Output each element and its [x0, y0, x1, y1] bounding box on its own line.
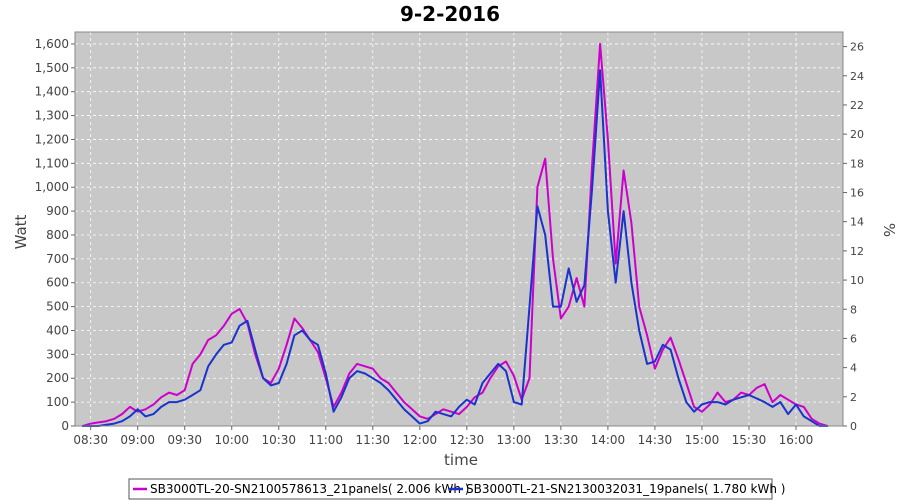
- y2-tick-label: 14: [850, 216, 864, 229]
- y2-tick-label: 24: [850, 70, 864, 83]
- y-tick-label: 0: [61, 419, 69, 433]
- legend-label-2: SB3000TL-21-SN2130032031_19panels( 1.780…: [466, 482, 785, 496]
- y2-tick-label: 22: [850, 99, 864, 112]
- x-tick-label: 16:00: [779, 433, 814, 447]
- y-tick-label: 1,000: [35, 180, 69, 194]
- x-tick-label: 09:00: [120, 433, 155, 447]
- x-tick-label: 14:30: [638, 433, 673, 447]
- x-tick-label: 12:00: [403, 433, 438, 447]
- series-line-2: [81, 69, 829, 427]
- y-axis-label: Watt: [12, 214, 30, 249]
- x-tick-label: 15:00: [685, 433, 720, 447]
- legend: SB3000TL-20-SN2100578613_21panels( 2.006…: [128, 478, 785, 500]
- x-tick-label: 15:30: [732, 433, 767, 447]
- y-tick-label: 900: [46, 204, 69, 218]
- y-tick-label: 600: [46, 276, 69, 290]
- x-tick-label: 09:30: [167, 433, 202, 447]
- y2-axis-label: %: [880, 223, 898, 237]
- plot-background: [75, 32, 843, 426]
- y2-tick-label: 12: [850, 245, 864, 258]
- x-tick-label: 11:00: [308, 433, 343, 447]
- y2-tick-label: 2: [850, 391, 857, 404]
- x-tick-label: 12:30: [450, 433, 485, 447]
- y-tick-label: 300: [46, 347, 69, 361]
- y-tick-label: 1,100: [35, 156, 69, 170]
- y2-tick-label: 20: [850, 128, 864, 141]
- x-tick-label: 10:00: [214, 433, 249, 447]
- legend-label-1: SB3000TL-20-SN2100578613_21panels( 2.006…: [150, 482, 469, 496]
- y2-tick-label: 4: [850, 362, 857, 375]
- y2-tick-label: 16: [850, 187, 864, 200]
- x-axis-label: time: [444, 451, 478, 469]
- y2-tick-label: 26: [850, 41, 864, 54]
- x-tick-label: 13:30: [544, 433, 579, 447]
- x-tick-label: 13:00: [497, 433, 532, 447]
- y2-tick-label: 8: [850, 303, 857, 316]
- y-tick-label: 1,400: [35, 85, 69, 99]
- y2-tick-label: 6: [850, 332, 857, 345]
- y2-tick-label: 10: [850, 274, 864, 287]
- y-tick-label: 1,200: [35, 132, 69, 146]
- x-tick-label: 10:30: [261, 433, 296, 447]
- y2-tick-label: 18: [850, 157, 864, 170]
- y-tick-label: 200: [46, 371, 69, 385]
- y-tick-label: 800: [46, 228, 69, 242]
- y-tick-label: 400: [46, 323, 69, 337]
- x-tick-label: 14:00: [591, 433, 626, 447]
- y-tick-label: 1,600: [35, 37, 69, 51]
- y-tick-label: 100: [46, 395, 69, 409]
- x-tick-label: 11:30: [355, 433, 390, 447]
- y2-tick-label: 0: [850, 420, 857, 433]
- y-tick-label: 700: [46, 252, 69, 266]
- y-tick-label: 1,500: [35, 61, 69, 75]
- plot-border: [74, 31, 844, 427]
- y-tick-label: 500: [46, 300, 69, 314]
- y-tick-label: 1,300: [35, 109, 69, 123]
- plot-area-group: 01002003004005006007008009001,0001,1001,…: [35, 31, 864, 447]
- chart-title: 9-2-2016: [400, 2, 500, 26]
- x-tick-label: 08:30: [73, 433, 108, 447]
